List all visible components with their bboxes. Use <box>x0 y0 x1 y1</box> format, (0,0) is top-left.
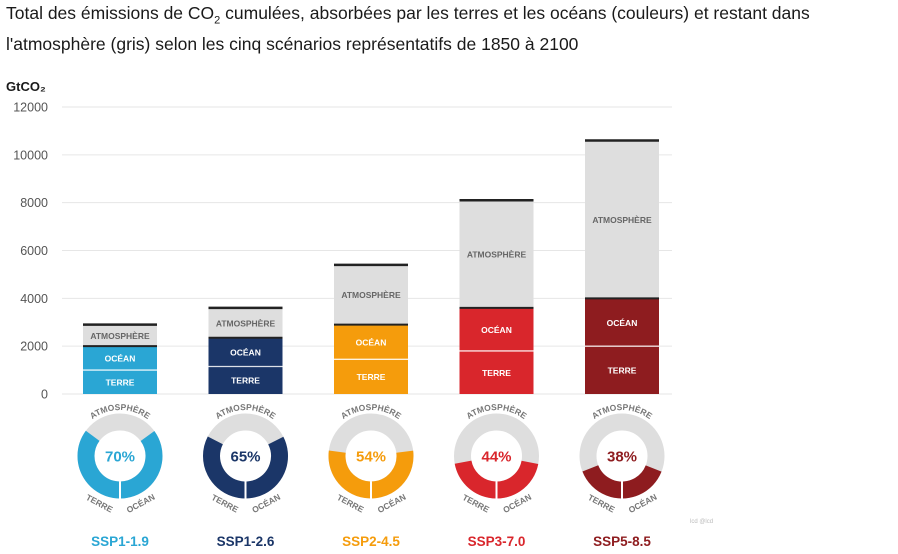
y-tick-label: 12000 <box>13 101 48 115</box>
y-axis-label: GtCO₂ <box>6 79 46 94</box>
bar-label-ocean: OCÉAN <box>230 348 261 358</box>
bar-label-ocean: OCÉAN <box>105 354 136 364</box>
donut-absorbed <box>203 413 288 499</box>
title-part2: cumulées, absorbées par les terres et le… <box>6 3 810 54</box>
donut-percentage: 65% <box>230 449 260 466</box>
bar-label-atmosphere: ATMOSPHÈRE <box>90 331 150 341</box>
bar-ocean <box>334 324 408 360</box>
bar-terre <box>83 370 157 394</box>
scenario-label: SSP5-8.5 <box>593 534 651 549</box>
bars: TERRE OCÉAN ATMOSPHÈRE TERRE OCÉAN ATMOSPHÈRE… <box>83 139 659 394</box>
y-tick-label: 0 <box>41 388 48 402</box>
bar-terre <box>208 366 283 394</box>
bar-atmosphere <box>334 264 408 325</box>
bar-atmosphere <box>83 324 157 347</box>
donut-percentage: 54% <box>356 449 386 466</box>
y-tick-label: 8000 <box>20 196 48 210</box>
y-tick-label: 6000 <box>20 244 48 258</box>
bar-group: TERRE OCÉAN ATMOSPHÈRE <box>83 323 157 394</box>
donut-absorbed <box>579 413 665 499</box>
bar-label-terre: TERRE <box>608 366 637 376</box>
bar-terre <box>585 346 659 394</box>
y-tick-label: 10000 <box>13 148 48 162</box>
bar-group: TERRE OCÉAN ATMOSPHÈRE <box>585 139 659 394</box>
bar-ocean <box>83 346 157 371</box>
bar-group: TERRE OCÉAN ATMOSPHÈRE <box>459 199 534 394</box>
donut-percentage: 38% <box>607 449 637 466</box>
bar-ocean <box>208 337 283 367</box>
bar-label-ocean: OCÉAN <box>481 325 512 335</box>
title-part1: Total des émissions de CO <box>6 3 215 23</box>
bar-label-atmosphere: ATMOSPHÈRE <box>467 250 527 260</box>
donut-percentage: 44% <box>481 449 511 466</box>
bar-label-terre: TERRE <box>231 376 260 386</box>
y-tick-label: 4000 <box>20 292 48 306</box>
scenario-label: SSP3-7.0 <box>468 534 526 549</box>
bar-label-terre: TERRE <box>357 372 386 382</box>
scenario-label: SSP1-2.6 <box>217 534 275 549</box>
bar-terre <box>459 350 534 394</box>
bar-terre <box>334 359 408 394</box>
gridlines: 0 2000 4000 6000 8000 10000 12000 <box>13 101 672 402</box>
bar-atmosphere <box>459 200 534 308</box>
bar-group: TERRE OCÉAN ATMOSPHÈRE <box>334 263 408 394</box>
bar-label-atmosphere: ATMOSPHÈRE <box>216 318 276 328</box>
donut-absorbed <box>77 413 163 499</box>
y-tick-label: 2000 <box>20 340 48 354</box>
bar-label-atmosphere: ATMOSPHÈRE <box>341 290 401 300</box>
bar-ocean <box>585 298 659 347</box>
scenario-label: SSP2-4.5 <box>342 534 400 549</box>
bar-ocean <box>459 307 534 351</box>
bar-group: TERRE OCÉAN ATMOSPHÈRE <box>208 306 283 394</box>
bar-label-terre: TERRE <box>106 378 135 388</box>
chart-title: Total des émissions de CO2 cumulées, abs… <box>6 2 894 56</box>
watermark: lcd @lcd <box>690 519 713 525</box>
title-subscript: 2 <box>214 14 221 27</box>
scenario-label: SSP1-1.9 <box>91 534 149 549</box>
bar-label-ocean: OCÉAN <box>607 318 638 328</box>
bar-atmosphere <box>585 140 659 299</box>
bar-label-ocean: OCÉAN <box>356 337 387 347</box>
donut-absorbed <box>454 413 539 499</box>
donut-absorbed <box>328 413 414 499</box>
donut-percentage: 70% <box>105 449 135 466</box>
bar-label-atmosphere: ATMOSPHÈRE <box>592 215 652 225</box>
bar-label-terre: TERRE <box>482 368 511 378</box>
bar-atmosphere <box>208 307 283 338</box>
